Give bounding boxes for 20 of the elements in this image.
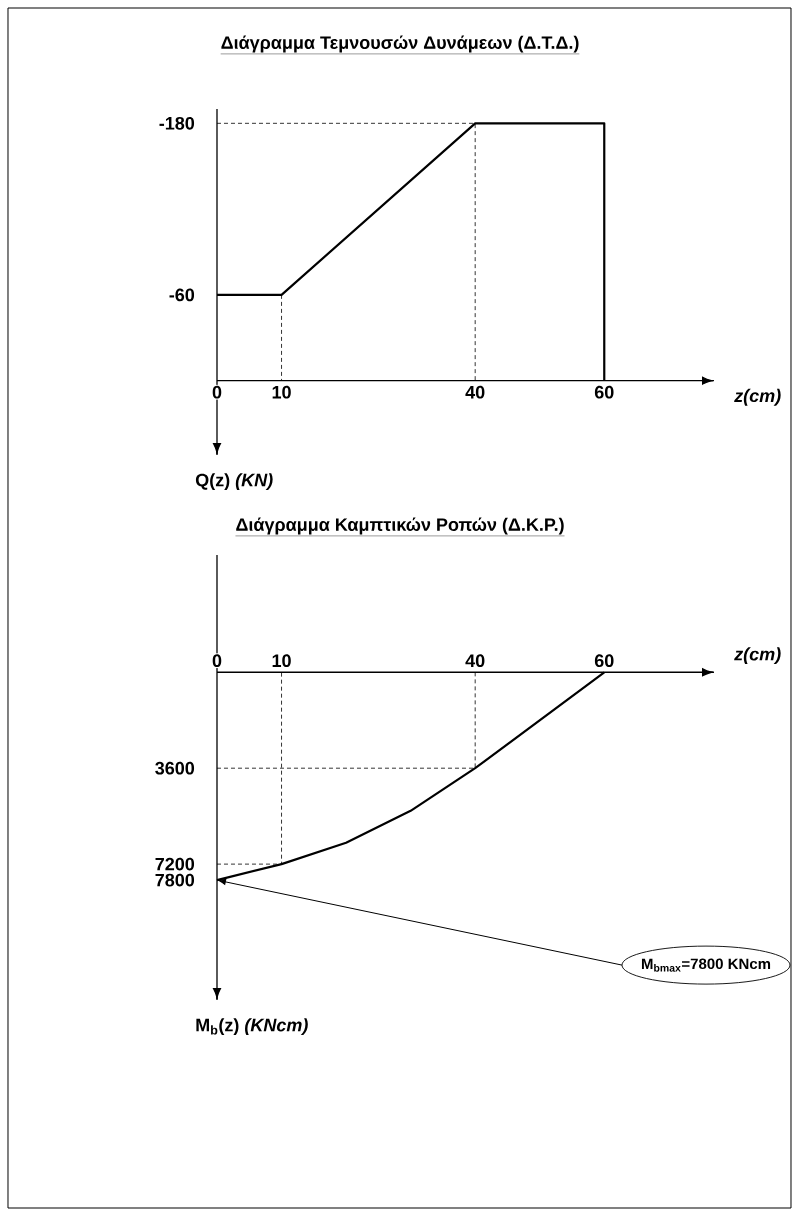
x-tick-label: 40 bbox=[465, 385, 485, 399]
x-tick-label: 40 bbox=[465, 654, 485, 668]
chart-title: Διάγραμμα Τεμνουσών Δυνάμεων (Δ.Τ.Δ.) bbox=[221, 35, 579, 53]
y-tick-label: 3600 bbox=[155, 761, 195, 775]
x-axis-title: z(cm) bbox=[734, 647, 781, 665]
y-axis-title: M$_{b}$(z) (KNcm) bbox=[196, 1018, 308, 1035]
x-tick-label: 60 bbox=[594, 385, 614, 399]
y-tick-label: -180 bbox=[159, 116, 195, 130]
x-tick-label: 60 bbox=[594, 654, 614, 668]
x-tick-label: 10 bbox=[272, 385, 291, 399]
y-tick-label: -60 bbox=[169, 288, 195, 302]
y-tick-label: 7200 bbox=[155, 857, 195, 871]
x-tick-label: 0 bbox=[212, 385, 222, 399]
y-tick-label: 7800 bbox=[155, 873, 195, 887]
x-axis-title: z(cm) bbox=[734, 388, 781, 406]
chart-title: Διάγραμμα Καμπτικών Ροπών (Δ.Κ.Ρ.) bbox=[236, 517, 564, 535]
y-axis-title: Q(z) (KN) bbox=[195, 473, 273, 490]
x-tick-label: 0 bbox=[212, 654, 222, 668]
x-tick-label: 10 bbox=[272, 654, 291, 668]
annotation: M$_{bmax}$=7800 KNcm bbox=[641, 958, 771, 972]
